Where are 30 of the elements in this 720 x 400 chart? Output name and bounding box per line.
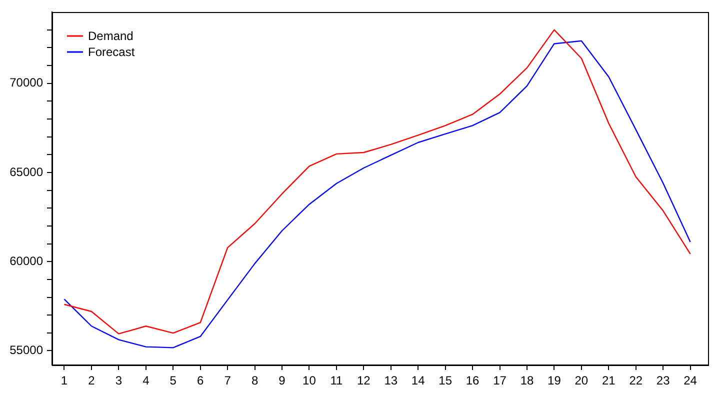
x-tick-label: 16	[466, 374, 480, 388]
legend-label: Forecast	[88, 44, 136, 59]
x-tick-label: 15	[438, 374, 452, 388]
y-tick-label: 65000	[10, 164, 44, 179]
x-tick-label: 23	[656, 374, 670, 388]
x-tick-label: 13	[384, 374, 398, 388]
x-tick-label: 21	[602, 374, 616, 388]
y-tick-label: 60000	[10, 254, 44, 268]
legend-label: Demand	[88, 28, 134, 43]
x-tick-label: 7	[224, 374, 232, 388]
x-tick-label: 24	[684, 374, 698, 388]
x-tick-label: 9	[278, 374, 286, 388]
x-tick-label: 5	[170, 374, 177, 388]
x-tick-label: 17	[493, 374, 507, 388]
x-tick-label: 3	[115, 374, 122, 388]
x-tick-label: 11	[330, 374, 343, 388]
x-tick-label: 20	[574, 374, 588, 388]
y-tick-label: 55000	[10, 343, 44, 358]
y-tick-label: 70000	[10, 76, 44, 90]
x-tick-label: 8	[251, 374, 258, 388]
x-tick-label: 1	[60, 374, 68, 388]
x-tick-label: 18	[520, 374, 534, 388]
x-tick-label: 22	[629, 374, 643, 388]
x-tick-label: 4	[142, 374, 150, 388]
x-tick-label: 14	[411, 374, 426, 388]
x-tick-label: 19	[548, 374, 562, 388]
x-tick-label: 12	[356, 374, 371, 388]
x-tick-label: 6	[197, 374, 204, 388]
x-tick-label: 2	[88, 374, 96, 388]
x-tick-label: 10	[302, 374, 316, 388]
